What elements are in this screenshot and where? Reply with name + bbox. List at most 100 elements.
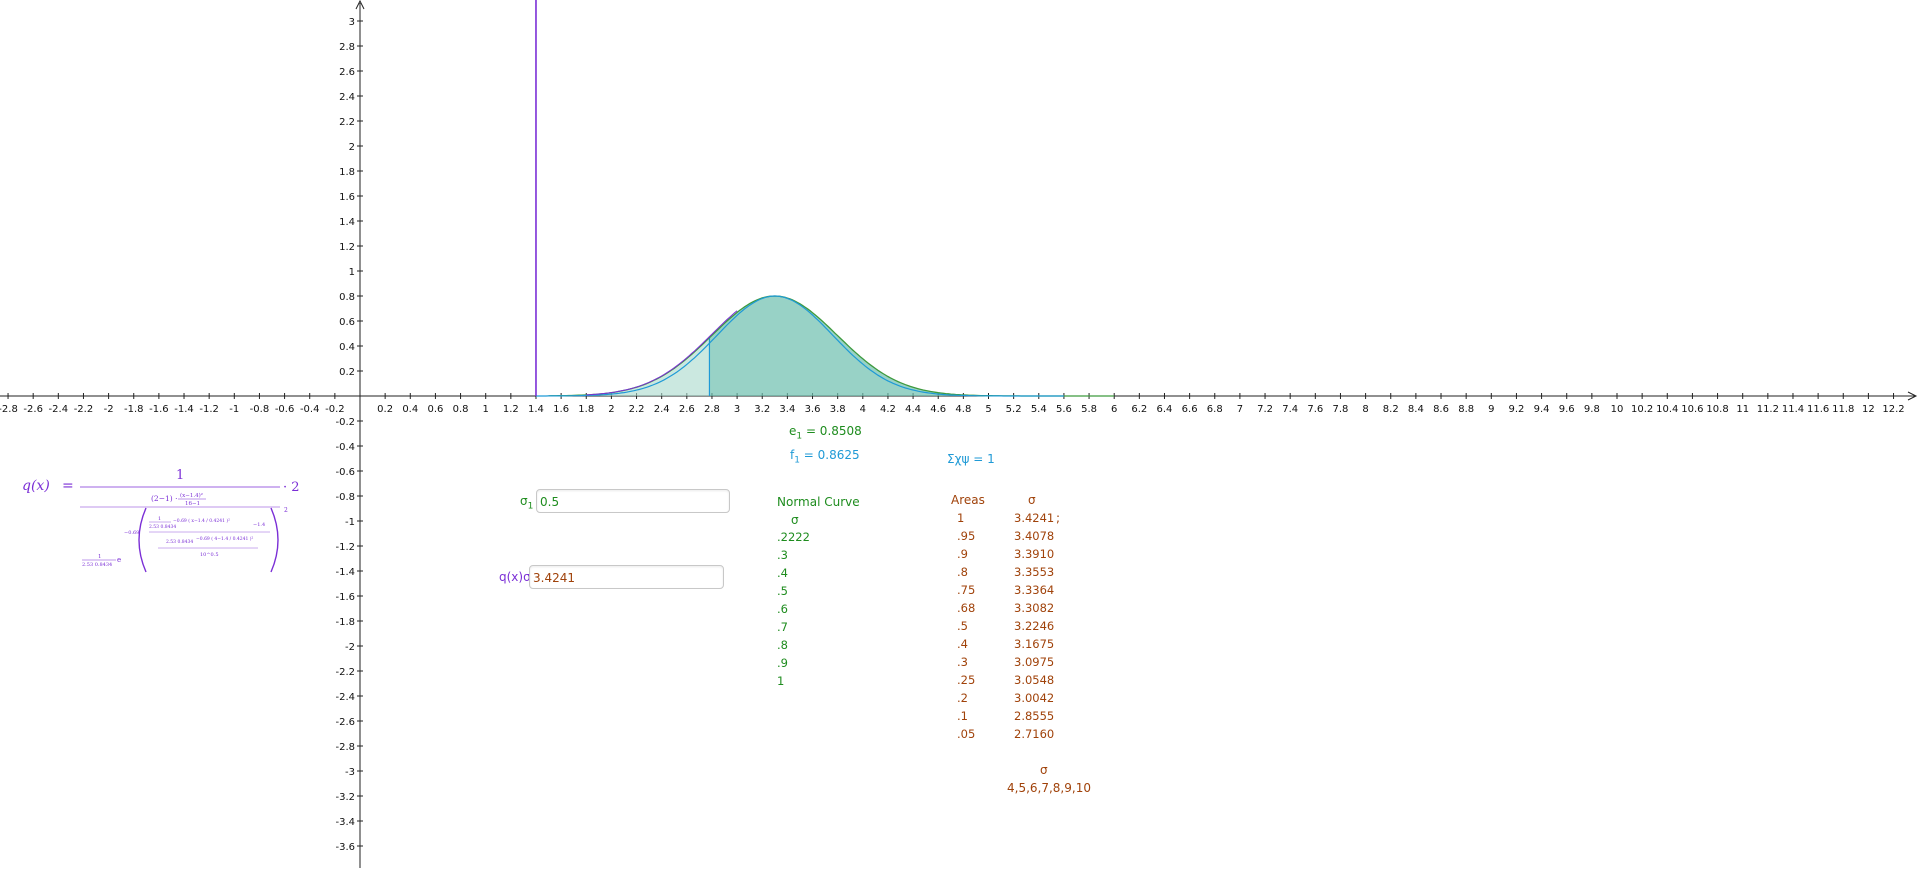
sum-label[interactable]: Σχψ = 1 [947,452,995,466]
sigma-value: 3.4241 [1014,511,1055,525]
y-tick-label: -3 [345,767,355,778]
svg-text:−0.69 ( 4−1.4 / 0.4241 )²: −0.69 ( 4−1.4 / 0.4241 )² [196,535,254,542]
x-tick-label: 12.2 [1882,404,1904,415]
y-tick-label: 1.6 [339,192,355,203]
normal-curve-value: .8 [777,638,788,652]
sigma1-input-label: σ1 [520,494,534,512]
x-tick-label: 4.6 [930,404,946,415]
formula-inner-top: (2−1) · [151,494,177,503]
y-tick-label: -0.8 [335,492,355,503]
x-tick-label: 9.2 [1508,404,1524,415]
x-tick-label: 4 [860,404,866,415]
blue-curve-line [536,295,1064,397]
y-tick-label: 3 [349,17,355,28]
area-value: .5 [957,619,968,633]
formula-numerator: 1 [176,468,184,483]
area-value: .68 [957,601,976,615]
x-tick-label: 5 [985,404,991,415]
normal-curve-title[interactable]: Normal Curve [777,495,860,509]
x-tick-label: 9.4 [1534,404,1550,415]
x-tick-label: 7.8 [1333,404,1349,415]
x-tick-label: 0.2 [377,404,393,415]
x-tick-label: 7.2 [1257,404,1273,415]
x-tick-label: 8.4 [1408,404,1424,415]
e1-label[interactable]: e1 = 0.8508 [789,424,862,442]
sigma-value: 2.8555 [1014,709,1055,723]
x-tick-label: 10.4 [1656,404,1678,415]
x-axis-arrow [1907,391,1918,401]
y-tick-label: 2.4 [339,92,355,103]
area-value: .2 [957,691,968,705]
y-tick-label: -0.2 [335,417,355,428]
svg-text:2.53 0.8434: 2.53 0.8434 [149,524,176,530]
normal-curve-value: 1 [777,674,785,688]
area-value: .25 [957,673,976,687]
x-tick-label: -2.4 [49,404,69,415]
normal-curve-values: .2222 .3 .4 .5 .6 .7 .8 .9 1 [777,528,810,690]
svg-text:(x−1.4)²: (x−1.4)² [180,492,203,499]
x-tick-label: -1.2 [199,404,219,415]
area-value: .9 [957,547,968,561]
formula-lhs: q(x) [22,478,50,494]
y-tick-label: -1.6 [335,592,355,603]
y-tick-label: 2.2 [339,117,355,128]
sigma-column: 3.4241 3.4078 3.3910 3.3553 3.3364 3.3082 3.22… [1014,509,1054,743]
x-tick-label: 12 [1862,404,1875,415]
qx-input[interactable]: 3.4241 [529,565,724,589]
x-tick-label: 1.8 [578,404,594,415]
y-tick-label: -3.4 [335,817,355,828]
x-tick-label: 8.6 [1433,404,1449,415]
x-tick-label: 1.4 [528,404,544,415]
sigma-value: 3.3364 [1014,583,1055,597]
normal-curve-value: .5 [777,584,788,598]
x-tick-label: 9 [1488,404,1494,415]
x-tick-label: 8.8 [1458,404,1474,415]
x-tick-label: 5.2 [1006,404,1022,415]
x-tick-label: 4.4 [905,404,921,415]
x-tick-label: 4.2 [880,404,896,415]
x-tick-label: -0.2 [325,404,345,415]
x-tick-label: 8 [1362,404,1368,415]
y-tick-label: -1.8 [335,617,355,628]
area-value: .75 [957,583,976,597]
formula-times-two: · 2 [283,480,300,495]
x-tick-label: 5.4 [1031,404,1047,415]
x-tick-label: 0.6 [427,404,443,415]
sigma-value: 3.1675 [1014,637,1055,651]
sigma-value: 3.2246 [1014,619,1055,633]
q-formula[interactable]: q(x) = 1 · 2 (2−1) · (x−1.4)² 16−1 1 2.5… [18,468,318,588]
svg-text:2: 2 [284,507,288,514]
x-tick-label: -1.4 [174,404,194,415]
x-tick-label: 7 [1237,404,1243,415]
f1-label[interactable]: f1 = 0.8625 [790,448,860,466]
x-tick-label: 11.8 [1832,404,1854,415]
x-tick-label: 9.8 [1584,404,1600,415]
q-curve-line [586,310,738,396]
y-tick-label: 1.2 [339,242,355,253]
x-tick-label: 2.6 [679,404,695,415]
sigma1-input[interactable]: 0.5 [536,489,730,513]
x-tick-label: 5.8 [1081,404,1097,415]
x-tick-label: 6 [1111,404,1117,415]
x-tick-label: 0.4 [402,404,418,415]
y-tick-label: 2.8 [339,42,355,53]
normal-curve-value: .4 [777,566,788,580]
y-tick-label: -1 [345,517,355,528]
x-tick-label: 2 [608,404,614,415]
normal-curve-value: .3 [777,548,788,562]
y-tick-label: 2 [349,142,355,153]
svg-text:2.53 0.8434: 2.53 0.8434 [82,562,112,568]
y-tick-label: -0.6 [335,467,355,478]
x-tick-label: 7.6 [1307,404,1323,415]
sigma-value: 3.0548 [1014,673,1055,687]
x-tick-label: 9.6 [1559,404,1575,415]
y-tick-label: -2.8 [335,742,355,753]
x-tick-label: 2.2 [629,404,645,415]
y-tick-label: 1.8 [339,167,355,178]
x-tick-label: 3.8 [830,404,846,415]
x-tick-label: 0.8 [453,404,469,415]
curve-layer [535,0,1115,397]
areas-header: Areas [951,493,985,507]
